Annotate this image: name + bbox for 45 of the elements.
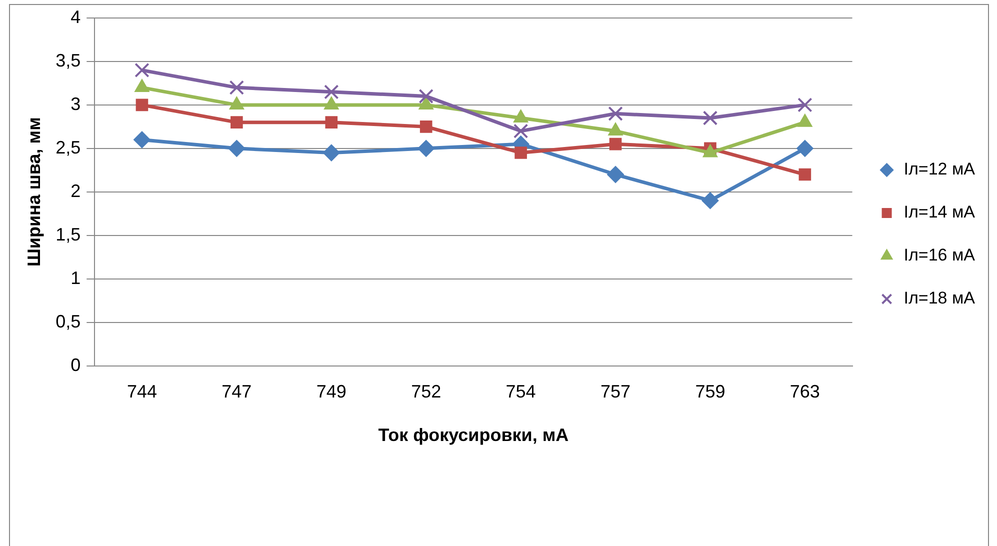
point [230,116,243,128]
x-tick-label: 752 [411,382,442,402]
point [607,166,624,184]
point [798,168,812,181]
x-tick-label: 759 [695,382,726,402]
point [702,192,719,210]
y-axis-title: Ширина шва, мм [24,117,44,267]
legend-label: Iл=14 мА [904,202,976,222]
y-tick-label: 2,5 [56,137,81,158]
y-tick-label: 1,5 [56,224,81,244]
point [136,98,148,112]
point [798,98,812,112]
y-tick-label: 0,5 [56,311,81,332]
legend-label: Iл=18 мА [904,288,976,308]
point [513,124,528,138]
x-tick-label: 757 [600,382,631,402]
y-tick-label: 1 [70,268,81,288]
x-tick-label: 744 [126,382,157,402]
x-tick-label: 754 [506,382,536,402]
y-tick-label: 3 [70,94,81,114]
x-tick-label: 749 [316,382,346,402]
point [322,144,340,162]
point [608,106,623,122]
point [228,140,246,157]
y-tick-label: 2 [70,180,81,201]
point [134,62,150,78]
point [702,110,718,126]
point [325,116,338,128]
y-tick-label: 3,5 [56,50,81,70]
point [420,120,432,133]
y-tick-label: 0 [70,354,81,375]
point [514,146,527,159]
x-axis-title: Ток фокусировки, мА [378,425,569,446]
x-tick-label: 747 [222,382,252,402]
legend-label: Iл=12 мА [904,160,976,179]
point [418,88,434,104]
x-tick-label: 763 [790,382,820,402]
point [609,138,622,150]
point [418,140,435,157]
point [133,131,150,148]
point [796,140,814,157]
point [229,80,244,95]
legend-label: Iл=16 мА [904,246,976,265]
point [324,84,339,100]
y-tick-label: 4 [70,6,81,27]
